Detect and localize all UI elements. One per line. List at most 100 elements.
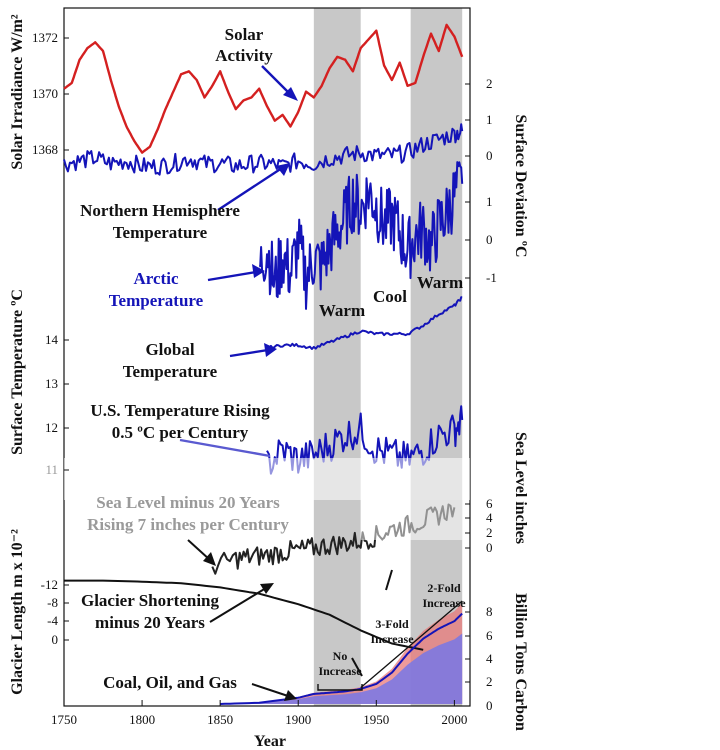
left_mid-tick-label-1: 13 — [45, 376, 58, 391]
left_top-tick-label-0: 1372 — [32, 30, 58, 45]
series-line-7 — [220, 612, 463, 705]
label-global-1: Global — [145, 340, 194, 359]
arrow-us — [179, 438, 271, 458]
x-tick-label-0: 1750 — [51, 712, 77, 727]
left_mid-tick-label-0: 14 — [45, 332, 59, 347]
left_top-tick-label-2: 1368 — [32, 142, 58, 157]
annotation-arrows — [179, 65, 291, 458]
label-us-1: U.S. Temperature Rising — [90, 401, 270, 420]
label-glacier-2: minus 20 Years — [95, 613, 205, 632]
carbon-fill-oil — [220, 633, 463, 704]
y-axis-surface-temp: Surface Temperature ºC — [9, 289, 26, 455]
x-tick-label-2: 1850 — [207, 712, 233, 727]
label-glacier-1: Glacier Shortening — [81, 591, 220, 610]
left_low-tick-label-2: -4 — [47, 613, 58, 628]
label-sea-1: Sea Level minus 20 Years — [96, 493, 280, 512]
arrowhead-global — [264, 343, 277, 357]
right_low-tick-label-0: 8 — [486, 604, 493, 619]
label-nh-2: Temperature — [113, 223, 208, 242]
y-axis-glacier: Glacier Length m x 10⁻² — [9, 529, 26, 695]
label-3fold-2: Increase — [370, 632, 414, 646]
label-solar-2: Activity — [215, 46, 273, 65]
right_top-tick-label-5: -1 — [486, 270, 497, 285]
arrow-arctic — [207, 270, 257, 282]
shade-2 — [410, 8, 463, 706]
arrowheads-black — [203, 552, 297, 701]
label-cool: Cool — [373, 287, 407, 306]
right_low-tick-label-2: 4 — [486, 651, 493, 666]
arrowhead-arctic — [252, 264, 265, 278]
label-coal: Coal, Oil, and Gas — [103, 673, 237, 692]
arrow-2fold — [385, 569, 393, 591]
arrowhead-glacier — [260, 583, 274, 594]
label-sea-2: Rising 7 inches per Century — [87, 515, 289, 534]
arrowhead-solar — [283, 87, 298, 101]
shade-0 — [313, 8, 361, 706]
right_top-tick-label-2: 0 — [486, 148, 493, 163]
series-line-6 — [64, 579, 424, 651]
left_mid-tick-label-3: 11 — [45, 462, 58, 477]
arrowhead-coal — [284, 690, 297, 701]
plot-frame — [63, 7, 471, 707]
arrowhead-nh — [276, 163, 290, 176]
label-global-2: Temperature — [123, 362, 218, 381]
series-line-0 — [63, 23, 464, 154]
left_low-tick-label-3: 0 — [52, 632, 59, 647]
x-tick-label-1: 1800 — [129, 712, 155, 727]
right_mid-tick-label-0: 6 — [486, 496, 493, 511]
label-2fold-1: 2-Fold — [427, 581, 461, 595]
label-3fold-1: 3-Fold — [375, 617, 409, 631]
right_mid-tick-label-3: 0 — [486, 540, 493, 555]
right_top-tick-label-3: 1 — [486, 194, 493, 209]
y-axis-carbon: Billion Tons Carbon — [512, 593, 529, 731]
arrow-solar — [261, 65, 291, 95]
arrowhead-sea — [203, 552, 216, 566]
x-tick-label-3: 1900 — [285, 712, 311, 727]
left_low-tick-label-0: -12 — [41, 577, 58, 592]
right_top-tick-label-0: 2 — [486, 76, 493, 91]
series-line-3 — [266, 296, 463, 350]
label-no-increase-2: Increase — [318, 664, 362, 678]
label-arctic-1: Arctic — [134, 269, 179, 288]
left_top-tick-label-1: 1370 — [32, 86, 58, 101]
right_top-tick-label-1: 1 — [486, 112, 493, 127]
sea-fade-overlay — [360, 500, 463, 540]
tick-layer: 1750 1800 1850 1900 1950 20001372137013681413… — [32, 30, 497, 727]
arrowheads — [252, 87, 298, 357]
x-tick-label-4: 1950 — [363, 712, 389, 727]
label-2fold-2: Increase — [422, 596, 466, 610]
x-axis-title: Year — [254, 733, 286, 750]
label-no-increase-1: No — [333, 649, 348, 663]
y-axis-sea-level: Sea Level inches — [512, 432, 529, 544]
label-us-2: 0.5 ºC per Century — [112, 423, 249, 442]
left_mid-tick-label-2: 12 — [45, 420, 58, 435]
arrow-sea — [187, 539, 211, 561]
no-increase-bracket — [317, 684, 363, 691]
arrow-3fold — [351, 657, 363, 677]
right_low-tick-label-4: 0 — [486, 698, 493, 713]
shaded-periods — [313, 8, 463, 706]
y-axis-solar: Solar Irradiance W/m² — [9, 14, 26, 170]
right_top-tick-label-4: 0 — [486, 232, 493, 247]
right_low-tick-label-1: 6 — [486, 628, 493, 643]
label-solar-1: Solar — [225, 25, 264, 44]
series-layer — [63, 23, 470, 705]
series-line-1 — [63, 123, 464, 176]
right_mid-tick-label-1: 4 — [486, 510, 493, 525]
label-nh-1: Northern Hemisphere — [80, 201, 240, 220]
x-tick-label-5: 2000 — [441, 712, 467, 727]
trend-3fold — [360, 600, 463, 689]
us-fade-overlay — [64, 458, 470, 500]
arrow-coal — [251, 683, 289, 697]
arrow-glacier — [209, 587, 267, 623]
label-warm-2: Warm — [417, 273, 463, 292]
label-arctic-2: Temperature — [109, 291, 204, 310]
left_low-tick-label-1: -8 — [47, 595, 58, 610]
annotation-labels: Solar Activity Northern Hemisphere Tempe… — [80, 25, 466, 692]
arrow-global — [229, 348, 269, 358]
annotation-arrows-black — [187, 539, 393, 697]
arrow-nh — [217, 166, 283, 212]
y-axis-surface-deviation: Surface Deviation ºC — [512, 114, 529, 257]
label-warm-1: Warm — [319, 301, 365, 320]
